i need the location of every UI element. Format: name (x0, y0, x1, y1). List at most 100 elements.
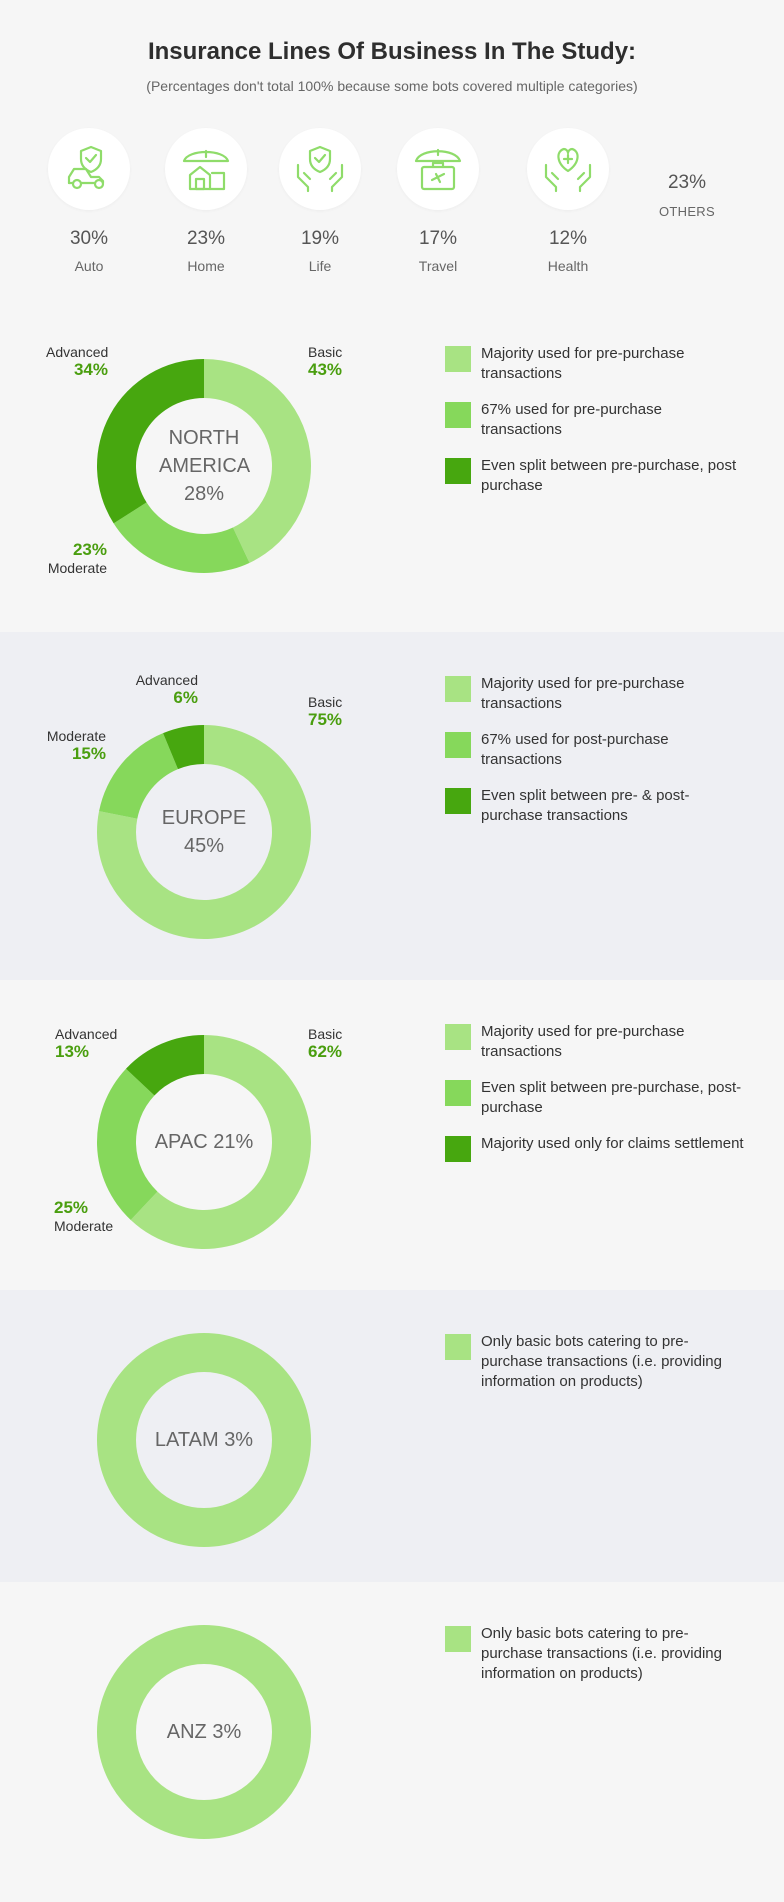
legend-text: 67% used for post-purchase transactions (481, 731, 669, 768)
legend-text: Only basic bots catering to pre-purchase… (481, 1333, 722, 1390)
region-share: 3% (224, 1429, 254, 1451)
segment-label-moderate: 25% Moderate (54, 1198, 113, 1234)
lob-life: 19% Life (270, 128, 370, 274)
lob-percent: 23% (667, 172, 707, 193)
region-share: 3% (212, 1721, 242, 1743)
donut-segment-advanced (126, 1035, 204, 1096)
donut-chart (96, 359, 311, 573)
lob-home: 23% Home (156, 128, 256, 274)
region-name: APAC (154, 1131, 208, 1153)
legend-item: Even split between pre-purchase, post-pu… (445, 1078, 745, 1118)
lob-label: Health (547, 258, 589, 274)
segment-value: 6% (173, 688, 198, 707)
legend-item: 67% used for pre-purchase transactions (445, 400, 745, 440)
segment-name: Moderate (54, 1218, 114, 1234)
segment-label-basic: Basic 62% (308, 1026, 342, 1062)
segment-name: Basic (308, 694, 343, 710)
legend-item: 67% used for post-purchase transactions (445, 730, 745, 770)
lob-others: 23% OTHERS (637, 172, 737, 219)
legend-item: Majority used for pre-purchase transacti… (445, 1022, 745, 1062)
icon-circle (165, 128, 247, 210)
segment-value: 62% (308, 1042, 343, 1061)
legend-item: Only basic bots catering to pre-purchase… (445, 1332, 745, 1392)
icon-circle (527, 128, 609, 210)
segment-value: 25% (54, 1198, 89, 1217)
lob-percent: 23% (186, 228, 226, 249)
segment-value: 23% (72, 540, 107, 559)
segment-name: Basic (308, 1026, 343, 1042)
legend-item: Even split between pre- & post-purchase … (445, 786, 745, 826)
home-umbrella-icon (182, 149, 230, 191)
segment-value: 13% (55, 1042, 90, 1061)
donut-segment-basic (97, 1333, 311, 1547)
donut-segment-moderate (99, 733, 178, 819)
region-share: 21% (213, 1131, 254, 1153)
legend-swatch-advanced (445, 788, 471, 814)
region-name: NORTH AMERICA (159, 427, 251, 477)
legend: Majority used for pre-purchase transacti… (445, 674, 745, 842)
segment-label-advanced: Advanced 6% (128, 672, 198, 708)
legend-swatch-basic (445, 1334, 471, 1360)
lob-label: OTHERS (659, 204, 715, 219)
segment-name: Advanced (46, 344, 109, 360)
lob-auto: 30% Auto (39, 128, 139, 274)
donut-segment-basic (130, 1035, 311, 1249)
region-name: LATAM (154, 1429, 219, 1451)
donut-center-label: APAC 21% (134, 1128, 274, 1156)
lob-label: Auto (74, 258, 104, 274)
icon-circle (397, 128, 479, 210)
donut-segment-basic (204, 359, 311, 563)
donut-chart (97, 1035, 311, 1249)
lob-label: Travel (418, 258, 458, 274)
legend-item: Even split between pre-purchase, post pu… (445, 456, 745, 496)
legend: Majority used for pre-purchase transacti… (445, 1022, 745, 1178)
legend-swatch-moderate (445, 1080, 471, 1106)
segment-label-moderate: Moderate 15% (40, 728, 106, 764)
legend-text: Even split between pre-purchase, post pu… (481, 457, 737, 494)
legend-swatch-basic (445, 1626, 471, 1652)
donut-segment-moderate (97, 1068, 158, 1220)
lob-percent: 17% (418, 228, 458, 249)
section-north-america: NORTH AMERICA 28% Basic 43% Advanced 34%… (0, 340, 784, 632)
donut-segment-advanced (96, 359, 204, 524)
donut-chart (97, 1333, 311, 1547)
legend-text: Majority used only for claims settlement (481, 1135, 744, 1152)
donut-segment-advanced (163, 725, 204, 770)
segment-name: Advanced (55, 1026, 118, 1042)
legend: Majority used for pre-purchase transacti… (445, 344, 745, 512)
segment-label-advanced: Advanced 13% (55, 1026, 117, 1062)
legend: Only basic bots catering to pre-purchase… (445, 1332, 745, 1408)
legend-item: Majority used for pre-purchase transacti… (445, 674, 745, 714)
donut-center-label: NORTH AMERICA 28% (134, 424, 274, 508)
legend-text: Even split between pre-purchase, post-pu… (481, 1079, 742, 1116)
donut-chart (97, 725, 312, 939)
legend-item: Majority used for pre-purchase transacti… (445, 344, 745, 384)
section-latam: LATAM 3% Only basic bots catering to pre… (0, 1290, 784, 1582)
legend-item: Majority used only for claims settlement (445, 1134, 745, 1162)
segment-value: 75% (308, 710, 343, 729)
region-share: 45% (183, 835, 225, 857)
lob-percent: 30% (69, 228, 109, 249)
donut-segment-moderate (113, 502, 250, 573)
region-name: ANZ (166, 1721, 207, 1743)
donut-center-label: ANZ 3% (134, 1718, 274, 1746)
legend-swatch-moderate (445, 732, 471, 758)
segment-label-basic: Basic 75% (308, 694, 342, 730)
legend: Only basic bots catering to pre-purchase… (445, 1624, 745, 1700)
page-title: Insurance Lines Of Business In The Study… (147, 38, 637, 65)
section-anz: ANZ 3% Only basic bots catering to pre-p… (0, 1582, 784, 1902)
legend-text: Only basic bots catering to pre-purchase… (481, 1625, 722, 1682)
segment-label-moderate: 23% Moderate (47, 540, 107, 576)
legend-text: Even split between pre- & post-purchase … (481, 787, 690, 824)
section-apac: APAC 21% Basic 62% Advanced 13% 25% Mode… (0, 980, 784, 1290)
segment-name: Advanced (135, 672, 198, 688)
region-share: 28% (183, 483, 225, 505)
segment-value: 15% (71, 744, 106, 763)
lob-travel: 17% Travel (388, 128, 488, 274)
legend-text: Majority used for pre-purchase transacti… (481, 1023, 685, 1060)
donut-segment-basic (97, 1625, 311, 1839)
legend-item: Only basic bots catering to pre-purchase… (445, 1624, 745, 1684)
car-shield-icon (67, 145, 105, 190)
segment-label-advanced: Advanced 34% (46, 344, 108, 380)
